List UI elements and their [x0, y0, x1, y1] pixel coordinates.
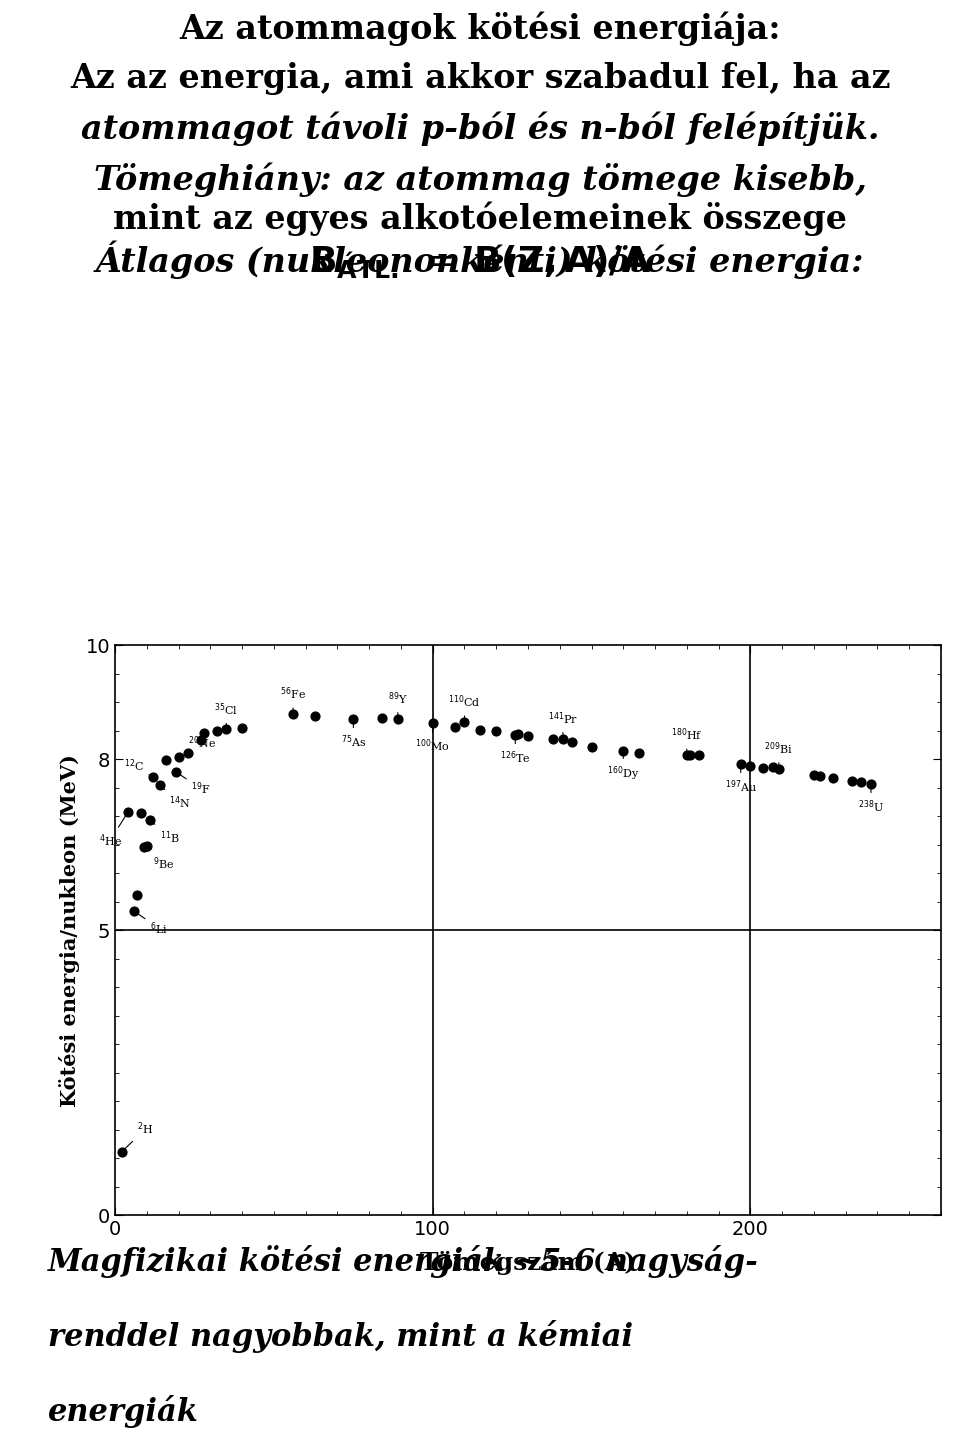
Point — [139, 835, 155, 858]
Text: $^{19}$F: $^{19}$F — [178, 773, 211, 797]
Point — [234, 716, 250, 739]
Point — [180, 741, 196, 764]
Text: mint az egyes alkotóelemeinek összege: mint az egyes alkotóelemeinek összege — [113, 202, 847, 237]
Text: atommagot távoli p-ból és n-ból felépítjük.: atommagot távoli p-ból és n-ból felépítj… — [81, 113, 879, 146]
Point — [520, 725, 536, 748]
Point — [152, 774, 167, 797]
Point — [130, 884, 145, 907]
Point — [679, 744, 694, 767]
Text: $^{89}$Y: $^{89}$Y — [388, 690, 408, 716]
Point — [615, 739, 631, 762]
Point — [743, 754, 758, 777]
Text: $^{2}$H: $^{2}$H — [124, 1121, 154, 1149]
Text: $^{238}$U: $^{238}$U — [858, 787, 884, 814]
Point — [132, 801, 148, 825]
Point — [142, 809, 157, 832]
Point — [127, 900, 142, 923]
Point — [193, 729, 208, 752]
Text: renddel nagyobbak, mint a kémiai: renddel nagyobbak, mint a kémiai — [48, 1320, 634, 1353]
Text: $\mathbf{B}_{\mathbf{\'{A}TL.}}\ =\ \mathbf{B(Z,A)/A}$: $\mathbf{B}_{\mathbf{\'{A}TL.}}\ =\ \mat… — [309, 243, 651, 280]
Point — [209, 719, 225, 742]
Text: $^{12}$C: $^{12}$C — [124, 758, 151, 775]
Text: $^{141}$Pr: $^{141}$Pr — [548, 710, 578, 736]
Text: $^{4}$He: $^{4}$He — [99, 814, 127, 849]
Point — [683, 744, 698, 767]
Point — [564, 731, 580, 754]
Point — [632, 742, 647, 765]
Point — [771, 757, 786, 780]
Text: Magfizikai kötési energiák ~5-6 nagyság-: Magfizikai kötési energiák ~5-6 nagyság- — [48, 1245, 758, 1278]
Point — [219, 718, 234, 741]
Point — [374, 706, 390, 729]
Point — [853, 771, 869, 794]
Text: $^{180}$Hf: $^{180}$Hf — [671, 726, 703, 752]
Text: $^{209}$Bi: $^{209}$Bi — [764, 741, 793, 765]
Point — [756, 757, 771, 780]
Text: $^{6}$Li: $^{6}$Li — [136, 913, 168, 937]
Point — [285, 703, 300, 726]
Point — [146, 765, 161, 788]
Text: Tömeghiány: az atommag tömege kisebb,: Tömeghiány: az atommag tömege kisebb, — [93, 162, 867, 196]
Point — [447, 716, 463, 739]
Text: $^{160}$Dy: $^{160}$Dy — [607, 754, 639, 783]
Text: $^{197}$Au: $^{197}$Au — [725, 767, 756, 794]
Point — [120, 800, 135, 823]
Point — [844, 770, 859, 793]
Point — [168, 760, 183, 783]
Text: Átlagos (nukleononkénti) kötési energia:: Átlagos (nukleononkénti) kötési energia: — [96, 241, 864, 279]
Text: $^{75}$As: $^{75}$As — [341, 722, 366, 749]
Point — [457, 710, 472, 734]
Point — [425, 712, 441, 735]
Y-axis label: Kötési energia/nukleon (MeV): Kötési energia/nukleon (MeV) — [60, 754, 80, 1106]
Point — [489, 719, 504, 742]
Text: energiák: energiák — [48, 1395, 199, 1428]
Point — [390, 708, 405, 731]
Text: $^{110}$Cd: $^{110}$Cd — [448, 693, 481, 719]
Point — [171, 747, 186, 770]
Point — [733, 752, 749, 775]
X-axis label: Tömegszám (A): Tömegszám (A) — [420, 1251, 636, 1275]
Point — [136, 835, 152, 858]
Point — [307, 705, 323, 728]
Point — [806, 764, 822, 787]
Point — [472, 719, 488, 742]
Point — [346, 708, 361, 731]
Point — [114, 1141, 130, 1164]
Point — [508, 723, 523, 747]
Text: $^{20}$Ne: $^{20}$Ne — [181, 735, 216, 757]
Text: Az az energia, ami akkor szabadul fel, ha az: Az az energia, ami akkor szabadul fel, h… — [70, 62, 890, 95]
Point — [863, 773, 878, 796]
Text: $^{56}$Fe: $^{56}$Fe — [280, 686, 306, 712]
Text: $^{11}$B: $^{11}$B — [153, 822, 180, 846]
Point — [197, 722, 212, 745]
Text: $^{35}$Cl: $^{35}$Cl — [214, 702, 238, 726]
Text: $^{14}$N: $^{14}$N — [162, 787, 191, 810]
Text: Az atommagok kötési energiája:: Az atommagok kötési energiája: — [180, 12, 780, 46]
Point — [765, 755, 780, 778]
Text: $^{9}$Be: $^{9}$Be — [146, 849, 175, 872]
Point — [158, 748, 174, 771]
Point — [545, 728, 561, 751]
Point — [584, 735, 599, 758]
Point — [511, 722, 526, 745]
Text: $^{100}$Mo: $^{100}$Mo — [416, 726, 450, 754]
Point — [692, 744, 708, 767]
Point — [812, 765, 828, 788]
Text: $^{126}$Te: $^{126}$Te — [500, 738, 531, 765]
Point — [826, 767, 841, 790]
Point — [555, 726, 570, 749]
